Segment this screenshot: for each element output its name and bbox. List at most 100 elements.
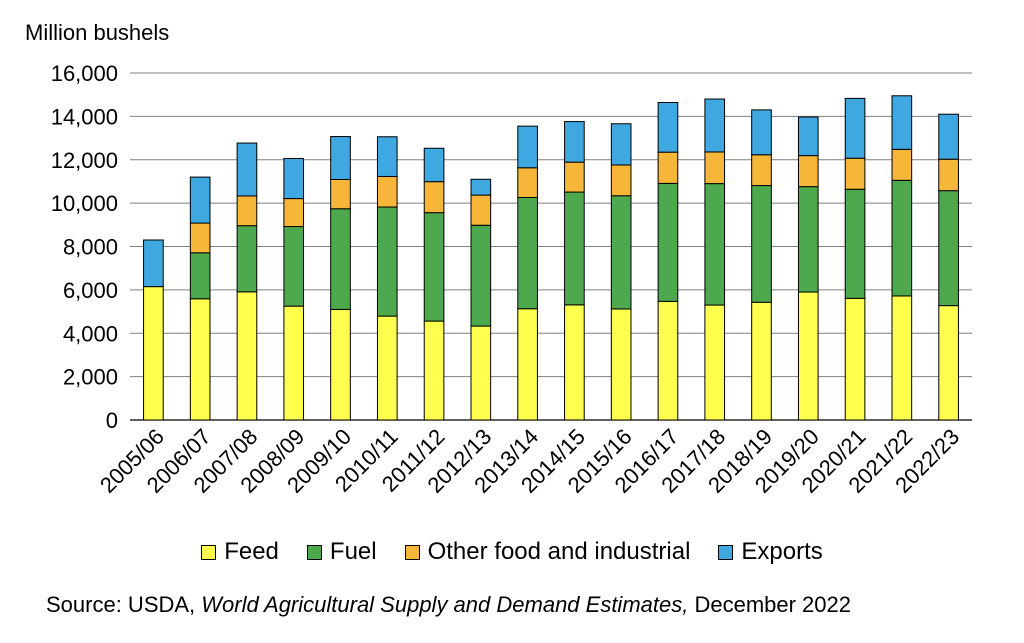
y-tick-label: 4,000 [63,321,118,346]
source-suffix: December 2022 [688,592,851,617]
bar-segment-feed [564,304,585,421]
bar-segment-fuel [704,183,726,306]
legend-label-feed: Feed [224,538,279,565]
bar-segment-other-food-and-industrial [751,154,772,187]
y-tick-label: 14,000 [51,104,118,129]
legend-swatch-exports [718,544,734,560]
bar-segment-fuel [938,190,959,307]
bar-segment-exports [330,136,351,180]
bar-segment-exports [236,142,258,197]
bar-segment-fuel [423,212,445,322]
bar-segment-other-food-and-industrial [517,167,538,198]
legend-label-fuel: Fuel [329,538,377,565]
gridlines [130,72,972,421]
bar-segment-exports [470,178,492,196]
bar-segment-feed [517,308,538,421]
bar-segment-other-food-and-industrial [657,151,679,184]
legend-item-exports: Exports [718,538,823,566]
bar-segment-feed [143,286,164,421]
bar-segment-feed [891,295,913,421]
bar-segment-exports [891,95,913,150]
legend-label-exports: Exports [741,538,823,565]
bar-segment-feed [189,298,211,421]
bar-segment-other-food-and-industrial [844,157,866,190]
bar-segment-fuel [517,196,538,310]
bar-segment-other-food-and-industrial [423,181,445,214]
bar-segment-feed [376,315,398,421]
legend-label-other: Other food and industrial [427,538,691,565]
bar-segment-exports [423,147,445,183]
y-tick-label: 0 [106,408,118,433]
bar-segment-other-food-and-industrial [797,155,819,188]
bar-segment-other-food-and-industrial [938,158,959,192]
bar-segment-fuel [657,182,679,302]
legend-item-other: Other food and industrial [404,538,691,566]
y-axis-title: Million bushels [25,20,169,45]
y-tick-label: 16,000 [51,61,118,86]
bar-segment-fuel [797,186,819,293]
stacked-bar-chart: Million bushels 0 2,000 4,000 6,000 8,000 10,… [25,20,972,498]
bar-segment-fuel [751,185,772,303]
bar-segment-fuel [283,226,305,307]
bar-segment-other-food-and-industrial [330,178,351,210]
bar-segment-feed [470,325,492,421]
y-axis-ticks: 0 2,000 4,000 6,000 8,000 10,000 12,000 14,000 1… [51,61,118,433]
source-title: World Agricultural Supply and Demand Est… [201,592,689,617]
bar-segment-feed [283,305,305,421]
bar-segment-fuel [376,206,398,317]
bar-segment-feed [938,305,959,421]
bar-segment-other-food-and-industrial [704,151,726,185]
bar-segment-feed [236,291,258,421]
bar-segment-feed [330,308,351,421]
bar-segment-exports [751,109,772,156]
bar-segment-other-food-and-industrial [564,161,585,193]
x-axis-ticks: 2005/062006/072007/082008/092009/102010/… [95,424,964,498]
legend-swatch-feed [201,544,217,560]
source-prefix: Source: USDA, [46,592,202,617]
y-tick-label: 6,000 [63,278,118,303]
bar-segment-feed [657,300,679,421]
y-tick-label: 8,000 [63,235,118,260]
bar-segment-other-food-and-industrial [236,195,258,227]
y-tick-label: 10,000 [51,191,118,216]
bar-segment-feed [751,301,772,421]
bar-segment-other-food-and-industrial [283,198,305,228]
bar-segment-exports [610,123,632,166]
bar-segment-exports [376,136,398,177]
bar-segment-fuel [236,225,258,293]
bar-segment-exports [517,125,538,169]
legend-item-fuel: Fuel [306,538,377,566]
bars [143,95,959,421]
bar-segment-feed [797,291,819,421]
y-tick-label: 12,000 [51,148,118,173]
legend-swatch-fuel [306,544,322,560]
bar-segment-other-food-and-industrial [891,148,913,181]
bar-segment-fuel [189,252,211,300]
bar-segment-fuel [610,195,632,310]
legend-item-feed: Feed [201,538,279,566]
bar-segment-fuel [330,208,351,310]
source-note: Source: USDA, World Agricultural Supply … [46,592,851,618]
bar-segment-other-food-and-industrial [470,194,492,226]
bar-segment-feed [704,304,726,421]
bar-segment-exports [704,98,726,153]
bar-segment-exports [844,97,866,159]
bar-segment-feed [844,297,866,421]
bar-segment-exports [657,101,679,153]
legend: Feed Fuel Other food and industrial Expo… [0,538,1024,566]
bar-segment-exports [143,239,164,288]
bar-segment-fuel [844,188,866,299]
bar-segment-other-food-and-industrial [376,175,398,208]
bar-segment-other-food-and-industrial [610,164,632,197]
bar-segment-exports [797,116,819,157]
bar-segment-feed [610,308,632,421]
bar-segment-fuel [470,224,492,327]
bar-segment-other-food-and-industrial [189,222,211,254]
bar-segment-exports [564,121,585,163]
bar-segment-exports [189,176,211,224]
bar-segment-exports [283,157,305,200]
y-tick-label: 2,000 [63,365,118,390]
bar-segment-feed [423,320,445,421]
legend-swatch-other [404,544,420,560]
bar-segment-fuel [564,191,585,306]
